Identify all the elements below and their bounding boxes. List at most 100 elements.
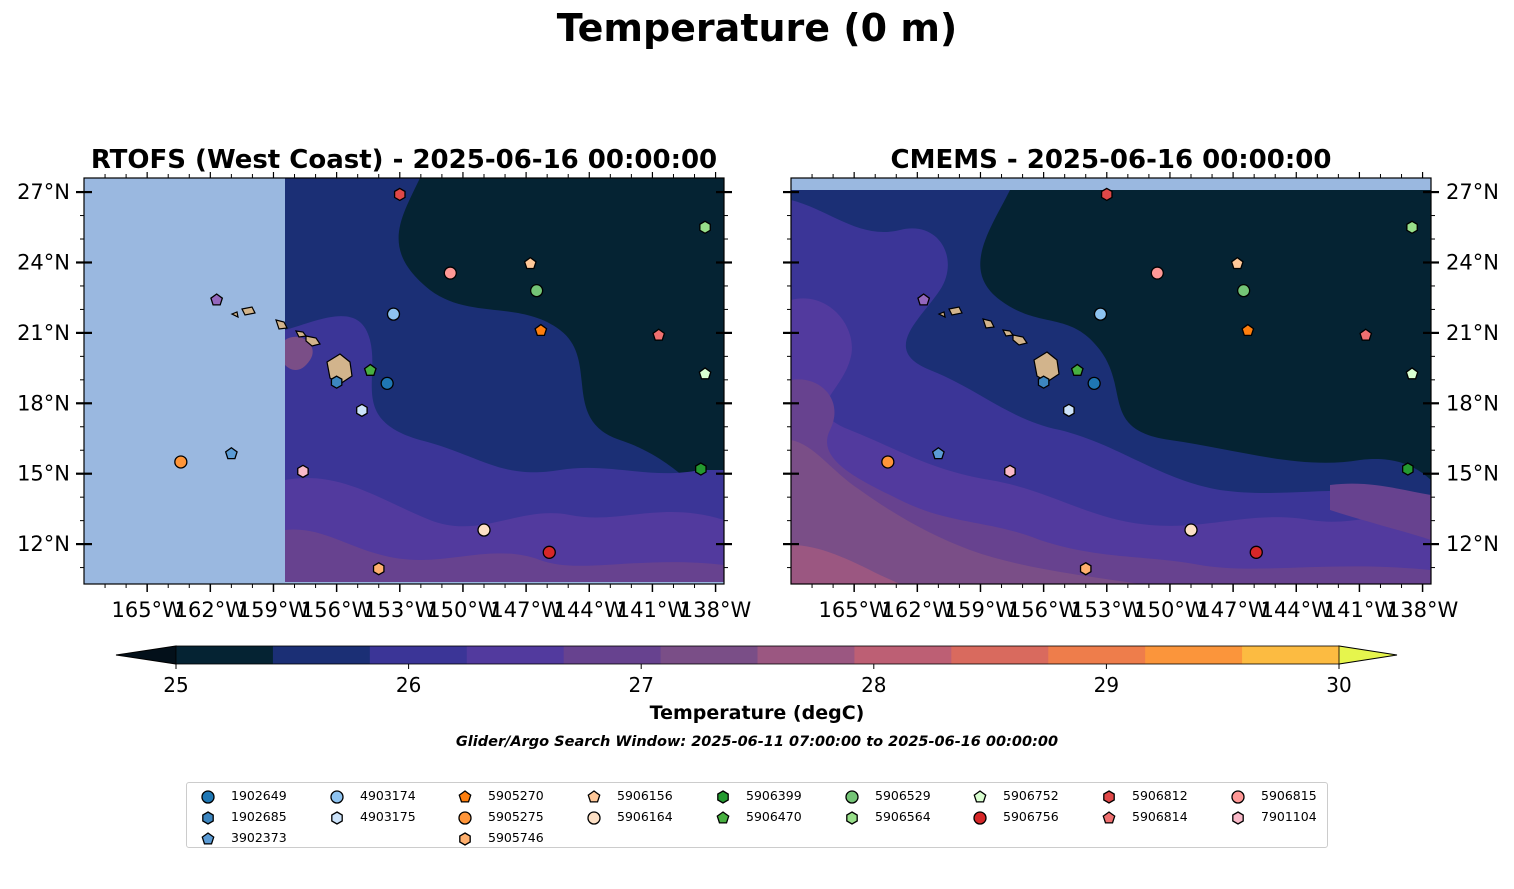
colorbar-segment xyxy=(854,646,952,664)
legend-marker-icon xyxy=(716,811,730,824)
legend-marker-icon xyxy=(846,811,858,825)
x-tick-label: 144°W xyxy=(1261,598,1333,622)
x-tick-label: 165°W xyxy=(111,598,183,622)
colorbar-segment xyxy=(660,646,758,664)
legend-marker-5906470 xyxy=(716,811,730,824)
y-tick-label: 12°N xyxy=(1446,532,1499,556)
legend-marker-icon xyxy=(1103,790,1115,804)
legend-marker-5906812 xyxy=(1103,790,1115,804)
x-tick-label: 144°W xyxy=(554,598,626,622)
map-title-rtofs: RTOFS (West Coast) - 2025-06-16 00:00:00 xyxy=(91,145,717,175)
y-tick-label: 18°N xyxy=(17,391,70,415)
legend-label: 3902373 xyxy=(231,830,287,845)
legend-marker-5906756 xyxy=(973,811,987,825)
land-islands-cmems xyxy=(937,306,1060,383)
legend-marker-icon xyxy=(202,811,214,825)
colorbar-segment xyxy=(176,646,274,664)
float-marker-5906156 xyxy=(523,256,537,270)
x-tick-label: 153°W xyxy=(364,598,436,622)
y-tick-label: 12°N xyxy=(17,532,70,556)
legend-marker-5905275 xyxy=(458,811,472,825)
land-islands-rtofs xyxy=(230,306,353,385)
colorbar-segment xyxy=(757,646,855,664)
legend-marker-icon xyxy=(331,811,343,825)
legend-marker-5905746 xyxy=(459,832,471,846)
y-tick-label: 21°N xyxy=(17,321,70,345)
float-markers-rtofs xyxy=(174,187,712,576)
colorbar-segment xyxy=(951,646,1049,664)
legend-label: 5906156 xyxy=(617,788,673,803)
map-axes-rtofs: 165°W162°W159°W156°W153°W150°W147°W144°W… xyxy=(17,172,751,622)
legend-marker-1902649 xyxy=(201,790,215,804)
legend-label: 1902685 xyxy=(231,809,287,824)
float-marker-5905275 xyxy=(881,455,895,469)
legend-label: 5906814 xyxy=(1132,809,1188,824)
legend-label: 7901104 xyxy=(1261,809,1317,824)
float-marker-5905746 xyxy=(1079,561,1092,576)
float-marker-1902649 xyxy=(380,376,394,390)
colorbar-tick-label: 28 xyxy=(861,673,886,697)
legend-marker-icon xyxy=(458,811,472,825)
float-marker-5906815 xyxy=(443,266,457,280)
float-marker-5906470 xyxy=(363,363,377,376)
colorbar-segment xyxy=(1145,646,1243,664)
float-marker-5906814 xyxy=(652,328,666,341)
float-marker-5906814 xyxy=(1359,328,1373,341)
colorbar-extend-min xyxy=(115,645,177,665)
x-tick-label: 156°W xyxy=(1008,598,1080,622)
float-marker-3902373 xyxy=(931,446,945,460)
colorbar-segment xyxy=(1048,646,1146,664)
legend-marker-5906164 xyxy=(587,811,601,825)
x-tick-label: 153°W xyxy=(1071,598,1143,622)
float-marker-4903175 xyxy=(356,403,368,418)
y-tick-label: 24°N xyxy=(1446,250,1499,274)
legend-marker-1902685 xyxy=(202,811,214,825)
legend-marker-4903175 xyxy=(331,811,343,825)
float-marker-5906752 xyxy=(698,367,712,380)
legend-label: 1902649 xyxy=(231,788,287,803)
colorbar-tick-label: 26 xyxy=(396,673,421,697)
map-field-rtofs xyxy=(84,178,724,584)
colorbar-label: Temperature (degC) xyxy=(650,702,865,724)
legend-marker-icon xyxy=(587,790,601,803)
legend-label: 5906399 xyxy=(746,788,802,803)
y-tick-label: 24°N xyxy=(17,250,70,274)
float-marker-5905270 xyxy=(534,323,548,337)
float-marker-7901104 xyxy=(1004,464,1016,479)
x-tick-label: 156°W xyxy=(301,598,373,622)
legend-marker-icon xyxy=(973,790,987,803)
x-tick-label: 138°W xyxy=(680,598,752,622)
legend-marker-icon xyxy=(587,811,601,825)
float-markers-cmems xyxy=(881,187,1419,576)
legend-marker-icon xyxy=(458,790,472,803)
legend-label: 5906164 xyxy=(617,809,673,824)
x-tick-label: 141°W xyxy=(1324,598,1396,622)
x-tick-label: 165°W xyxy=(818,598,890,622)
colorbar-segment xyxy=(563,646,662,664)
float-marker-3902373 xyxy=(224,446,238,460)
float-legend: 1902649 1902685 3902373 4903174 4903175 59052… xyxy=(186,782,1328,848)
legend-marker-icon xyxy=(201,790,215,804)
legend-label: 4903175 xyxy=(360,809,416,824)
float-marker-5906752 xyxy=(1405,367,1419,380)
x-tick-label: 141°W xyxy=(617,598,689,622)
colorbar-segment xyxy=(466,646,565,664)
legend-marker-5905270 xyxy=(458,790,472,803)
search-window-caption: Glider/Argo Search Window: 2025-06-11 07… xyxy=(456,734,1058,750)
colorbar-tick-label: 27 xyxy=(628,673,653,697)
float-marker-5905275 xyxy=(174,455,188,469)
float-marker-5906470 xyxy=(1070,363,1084,376)
legend-marker-5906399 xyxy=(717,790,729,804)
colorbar-tick-label: 29 xyxy=(1094,673,1119,697)
x-tick-label: 162°W xyxy=(175,598,247,622)
x-tick-label: 147°W xyxy=(490,598,562,622)
float-marker-5905746 xyxy=(372,561,385,576)
legend-label: 5906756 xyxy=(1003,809,1059,824)
legend-marker-icon xyxy=(717,790,729,804)
colorbar-frame xyxy=(175,645,1340,665)
float-marker-5906756 xyxy=(1249,545,1263,559)
float-marker-5906164 xyxy=(1184,523,1198,537)
float-marker-5906399 xyxy=(1402,462,1414,476)
legend-marker-icon xyxy=(330,790,344,804)
